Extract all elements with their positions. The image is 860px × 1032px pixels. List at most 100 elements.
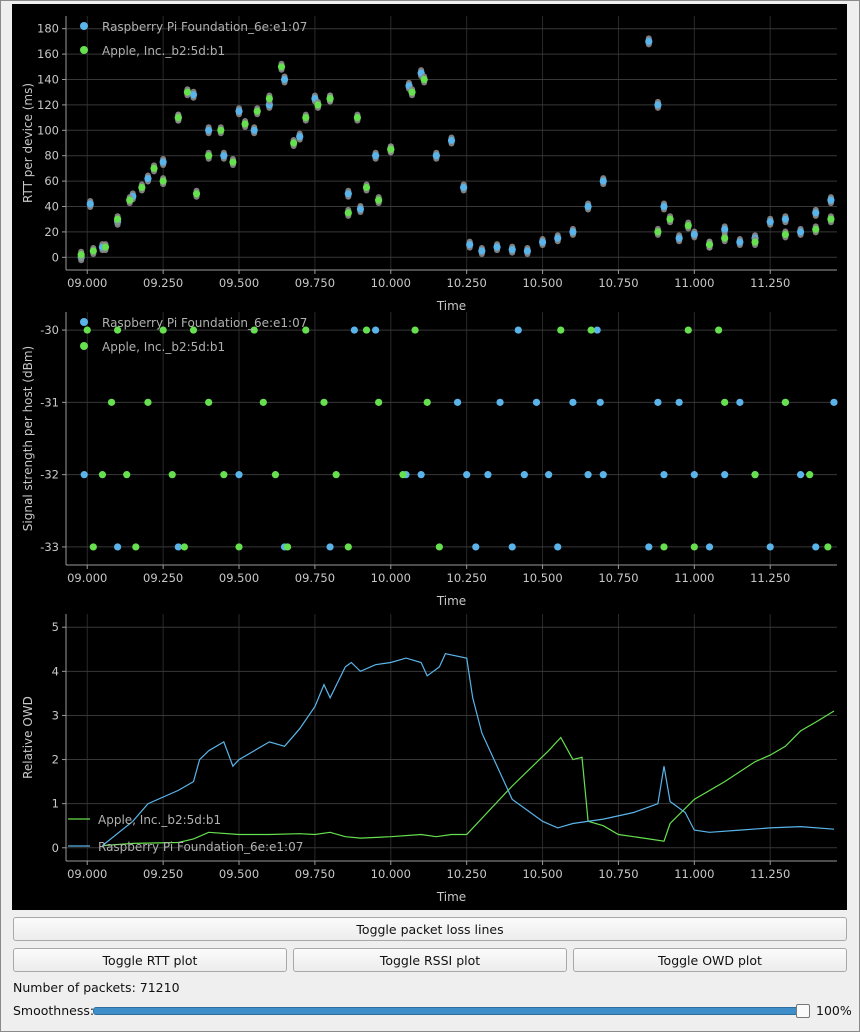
x-tick-label: 09.000: [67, 571, 107, 585]
data-point: [277, 63, 286, 71]
x-axis-label: Time: [436, 890, 466, 904]
data-point: [302, 114, 310, 122]
smoothness-slider-handle[interactable]: [796, 1004, 810, 1018]
data-point: [362, 183, 371, 192]
data-point: [584, 202, 592, 211]
y-tick-label: -32: [40, 468, 59, 482]
data-point: [675, 398, 683, 406]
x-tick-label: 10.000: [371, 276, 411, 290]
data-point: [538, 238, 547, 246]
data-point: [705, 543, 714, 551]
x-tick-label: 09.500: [219, 276, 259, 290]
data-point: [596, 398, 604, 406]
toggle-rtt-button[interactable]: Toggle RTT plot: [13, 948, 287, 972]
data-point: [593, 326, 601, 334]
data-point: [684, 221, 692, 230]
data-point: [220, 471, 228, 479]
data-point: [114, 215, 122, 223]
data-point: [192, 190, 201, 198]
data-point: [77, 251, 85, 259]
data-point: [532, 398, 541, 406]
data-point: [314, 101, 322, 109]
toggle-rssi-button[interactable]: Toggle RSSI plot: [293, 948, 567, 972]
data-point: [496, 398, 504, 406]
data-point: [241, 120, 249, 128]
y-tick-label: -31: [40, 395, 59, 409]
rtt-plot[interactable]: 09.000 09.250 09.500 09.750 10.000 10.250 10.5…: [21, 16, 837, 313]
legend-label: Apple, Inc._b2:5d:b1: [98, 813, 221, 827]
data-point: [98, 471, 107, 479]
x-tick-label: 09.000: [67, 867, 107, 881]
data-point: [684, 326, 692, 334]
data-point: [259, 398, 267, 406]
rssi-plot[interactable]: 09.000 09.250 09.500 09.750 10.000 10.250 10.5…: [21, 312, 838, 608]
data-point: [781, 398, 789, 406]
data-point: [721, 471, 729, 479]
y-tick-label: 2: [52, 753, 59, 767]
data-point: [235, 107, 243, 115]
data-point: [736, 398, 744, 406]
data-point: [554, 543, 562, 551]
data-point: [332, 471, 340, 479]
y-tick-label: 5: [52, 620, 59, 634]
y-tick-label: 60: [44, 174, 59, 188]
data-point: [599, 471, 607, 479]
data-point: [356, 205, 365, 213]
x-tick-label: 09.250: [143, 276, 183, 290]
x-tick-label: 09.750: [295, 867, 335, 881]
y-tick-label: 180: [37, 22, 59, 36]
data-point: [569, 398, 577, 406]
data-point: [827, 196, 835, 204]
smoothness-slider-track[interactable]: [93, 1007, 810, 1015]
x-tick-label: 10.750: [598, 276, 638, 290]
data-point: [796, 471, 805, 479]
x-tick-label: 10.250: [447, 867, 487, 881]
data-point: [453, 398, 462, 406]
data-point: [220, 152, 228, 160]
data-point: [520, 471, 528, 479]
data-point: [781, 215, 789, 223]
data-point: [344, 209, 352, 217]
data-point: [83, 326, 91, 334]
y-tick-label: 160: [37, 47, 59, 61]
y-tick-label: 100: [37, 123, 59, 137]
y-tick-label: 40: [44, 200, 59, 214]
data-point: [599, 177, 607, 185]
legend-label: Raspberry Pi Foundation_6e:e1:07: [102, 20, 307, 34]
data-point: [472, 543, 480, 551]
legend-marker: [80, 342, 88, 350]
y-tick-label: 4: [52, 664, 59, 678]
toggle-owd-button[interactable]: Toggle OWD plot: [573, 948, 847, 972]
data-point: [138, 183, 146, 192]
data-point: [326, 543, 334, 551]
x-tick-label: 10.750: [598, 867, 638, 881]
owd-plot[interactable]: 09.000 09.250 09.500 09.750 10.000 10.250 10.5…: [21, 614, 837, 904]
y-tick-label: 20: [44, 225, 59, 239]
x-axis-label: Time: [436, 299, 466, 313]
data-point: [101, 243, 110, 251]
toggle-packet-loss-button[interactable]: Toggle packet loss lines: [13, 917, 847, 941]
data-point: [205, 126, 213, 134]
data-point: [372, 326, 380, 334]
x-tick-label: 11.250: [750, 571, 790, 585]
y-tick-label: 1: [52, 797, 59, 811]
data-point: [690, 471, 698, 479]
data-point: [265, 94, 273, 103]
data-point: [168, 471, 176, 479]
data-point: [411, 326, 419, 334]
x-tick-label: 11.000: [674, 867, 714, 881]
x-tick-label: 09.000: [67, 276, 107, 290]
data-point: [447, 136, 456, 145]
data-point: [399, 471, 407, 479]
legend-label: Raspberry Pi Foundation_6e:e1:07: [102, 316, 307, 330]
data-point: [89, 247, 97, 255]
data-point: [766, 543, 774, 551]
data-point: [183, 88, 192, 96]
x-tick-label: 10.250: [447, 276, 487, 290]
data-point: [721, 234, 729, 242]
data-point: [493, 243, 501, 251]
data-point: [387, 145, 395, 153]
data-point: [296, 133, 304, 141]
data-point: [484, 471, 492, 479]
data-point: [545, 471, 553, 479]
